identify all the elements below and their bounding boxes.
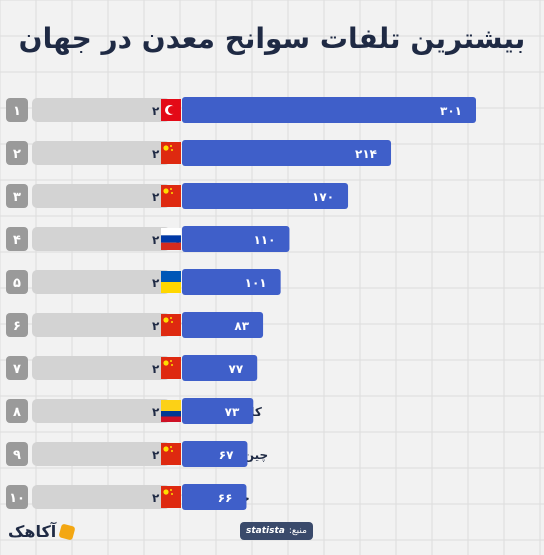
bar-row: ۷چین ـ فوریه ۲۰۰۹۷۷ bbox=[6, 355, 258, 381]
source-label: منبع: bbox=[288, 526, 307, 536]
rank-badge bbox=[6, 442, 28, 466]
category-label-bg bbox=[32, 141, 170, 165]
category-label-bg bbox=[32, 485, 170, 509]
bar-value-label: ۱۷۰ bbox=[312, 190, 334, 204]
category-label-bg bbox=[32, 98, 170, 122]
rank-label: ۳ bbox=[13, 190, 21, 205]
rank-label: ۹ bbox=[13, 448, 21, 463]
rank-badge bbox=[6, 313, 28, 337]
bar bbox=[182, 441, 248, 467]
china-flag-icon bbox=[161, 314, 181, 336]
bar bbox=[182, 355, 258, 381]
bar-row: ۴روسیه ـ مارچ ۲۰۰۷۱۱۰ bbox=[6, 226, 290, 252]
category-label-bg bbox=[32, 442, 170, 466]
rank-badge bbox=[6, 399, 28, 423]
bar-value-label: ۶۷ bbox=[219, 448, 234, 462]
logo: آکاهک bbox=[8, 522, 76, 541]
china-flag-icon bbox=[161, 185, 181, 207]
bar-row: ۲چین ـ فوریه ۲۰۰۶۲۱۴ bbox=[6, 140, 392, 166]
turkey-flag-icon bbox=[161, 99, 181, 121]
rank-badge bbox=[6, 227, 28, 251]
bar-value-label: ۳۰۱ bbox=[440, 104, 462, 118]
bar-row: ۱۰چین ـ مارچ ۲۰۱۳۶۶ bbox=[6, 484, 250, 510]
china-flag-icon bbox=[161, 486, 181, 508]
category-label-bg bbox=[32, 227, 170, 251]
bar bbox=[182, 183, 349, 209]
rank-label: ۱ bbox=[13, 104, 21, 119]
rank-label: ۵ bbox=[13, 276, 21, 291]
bar-value-label: ۷۳ bbox=[225, 405, 240, 419]
china-flag-icon bbox=[161, 142, 181, 164]
rank-badge bbox=[6, 184, 28, 208]
bar-row: ۶چین ـ مارچ ۲۰۱۳۸۳ bbox=[6, 312, 264, 338]
colombia-flag-icon bbox=[161, 400, 181, 422]
russia-flag-icon bbox=[161, 228, 181, 250]
rank-label: ۲ bbox=[13, 147, 21, 162]
category-label-bg bbox=[32, 356, 170, 380]
chart-title: بیشترین تلفات سوانح معدن در جهان bbox=[18, 22, 526, 55]
category-label-bg bbox=[32, 270, 170, 294]
bar-value-label: ۶۶ bbox=[218, 491, 233, 505]
bar-row: ۳چین ـ آگوست ۲۰۰۷۱۷۰ bbox=[6, 183, 349, 209]
rank-badge bbox=[6, 141, 28, 165]
rank-badge bbox=[6, 356, 28, 380]
rank-badge bbox=[6, 270, 28, 294]
rank-label: ۷ bbox=[13, 362, 21, 377]
logo-text: آکاهک bbox=[8, 522, 57, 541]
rank-label: ۶ bbox=[13, 319, 21, 334]
china-flag-icon bbox=[161, 443, 181, 465]
bar bbox=[182, 398, 254, 424]
category-label-bg bbox=[32, 313, 170, 337]
bar-row: ۸کلمبیا ـ ژوئن ۲۰۱۰۷۳ bbox=[6, 398, 262, 424]
bar-value-label: ۱۱۰ bbox=[253, 233, 275, 247]
rank-badge bbox=[6, 98, 28, 122]
bar bbox=[182, 269, 281, 295]
bar bbox=[182, 140, 392, 166]
ukraine-flag-icon bbox=[161, 271, 181, 293]
source-brand: statista bbox=[246, 526, 285, 536]
logo-mark-icon bbox=[58, 522, 76, 541]
category-label-bg bbox=[32, 184, 170, 208]
bar-value-label: ۱۰۱ bbox=[245, 276, 267, 290]
rank-label: ۱۰ bbox=[9, 491, 25, 506]
bar-value-label: ۷۷ bbox=[229, 362, 244, 376]
bar bbox=[182, 97, 476, 123]
source-badge: منبع: statista bbox=[240, 522, 313, 540]
bar bbox=[182, 226, 290, 252]
bar-row: ۵اکراین ـ نوامبر ۲۰۰۷۱۰۱ bbox=[6, 269, 281, 295]
bar-value-label: ۲۱۴ bbox=[355, 147, 377, 161]
rank-badge bbox=[6, 485, 28, 509]
category-label-bg bbox=[32, 399, 170, 423]
bar bbox=[182, 312, 264, 338]
rank-label: ۴ bbox=[13, 233, 21, 248]
bar-value-label: ۸۳ bbox=[234, 319, 249, 333]
rank-label: ۸ bbox=[13, 405, 21, 420]
china-flag-icon bbox=[161, 357, 181, 379]
bar-row: ۱ترکیه ـ می ۲۰۱۴۳۰۱ bbox=[6, 97, 476, 123]
bar bbox=[182, 484, 247, 510]
